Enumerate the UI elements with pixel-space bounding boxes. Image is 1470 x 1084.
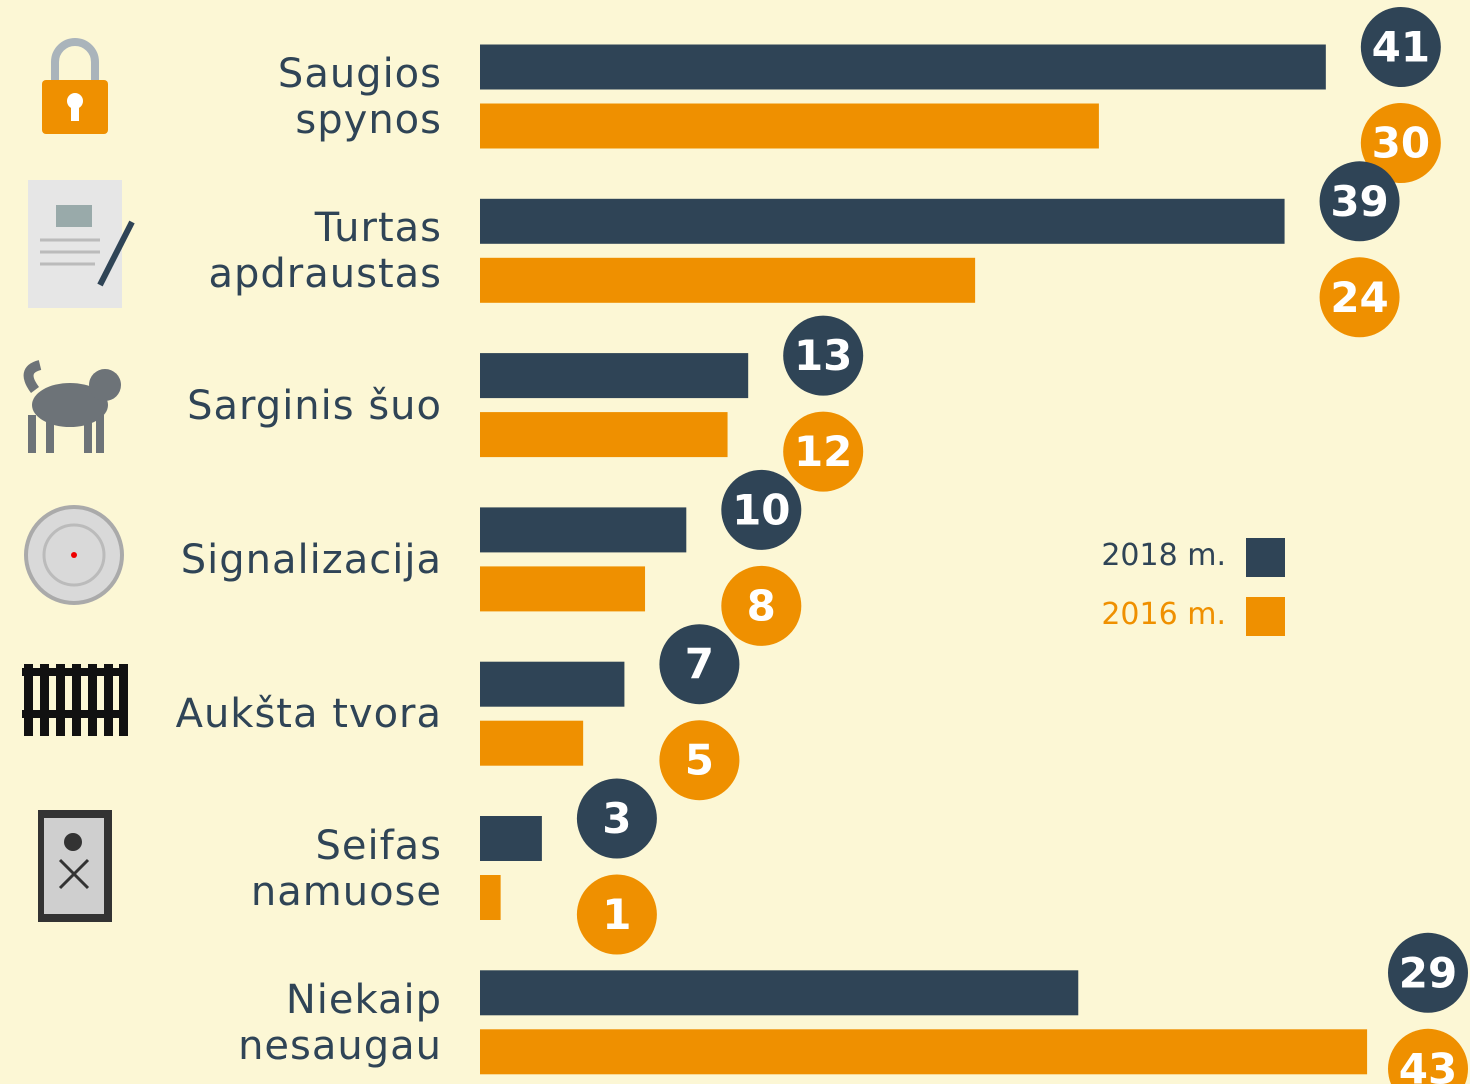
value-label: 41 [1372,23,1430,72]
bar [480,507,686,552]
bar [480,662,624,707]
value-label: 13 [794,331,852,380]
bar [480,412,728,457]
value-label: 39 [1330,177,1388,226]
bar [480,104,1099,149]
category-label: Saugios spynos [22,51,442,143]
bar [480,816,542,861]
value-label: 30 [1372,119,1430,168]
value-label: 43 [1399,1044,1457,1084]
category-label: Signalizacija [22,537,442,583]
category-label: Sarginis šuo [22,383,442,429]
bar [480,45,1326,90]
value-label: 3 [602,794,631,843]
value-label: 8 [747,581,776,630]
value-label: 10 [732,485,790,534]
chart: 41303924131210875312943 2018 m. 2016 m. … [0,0,1470,1084]
value-label: 5 [685,736,714,785]
legend-label: 2016 m. [1101,597,1226,632]
legend-swatch [1246,597,1285,636]
value-label: 24 [1330,273,1388,322]
value-label: 1 [602,890,631,939]
bar [480,721,583,766]
bar [480,199,1285,244]
legend-label: 2018 m. [1101,538,1226,573]
bar [480,970,1078,1015]
bar [480,566,645,611]
category-label: Seifas namuose [22,823,442,915]
value-label: 12 [794,427,852,476]
bar [480,875,501,920]
legend-swatch [1246,538,1285,577]
bar [480,353,748,398]
bar [480,258,975,303]
value-label: 7 [685,640,714,689]
category-label: Turtas apdraustas [22,205,442,297]
bar [480,1029,1367,1074]
value-label: 29 [1399,948,1457,997]
category-label: Aukšta tvora [22,691,442,737]
category-label: Niekaip nesaugau [22,977,442,1069]
